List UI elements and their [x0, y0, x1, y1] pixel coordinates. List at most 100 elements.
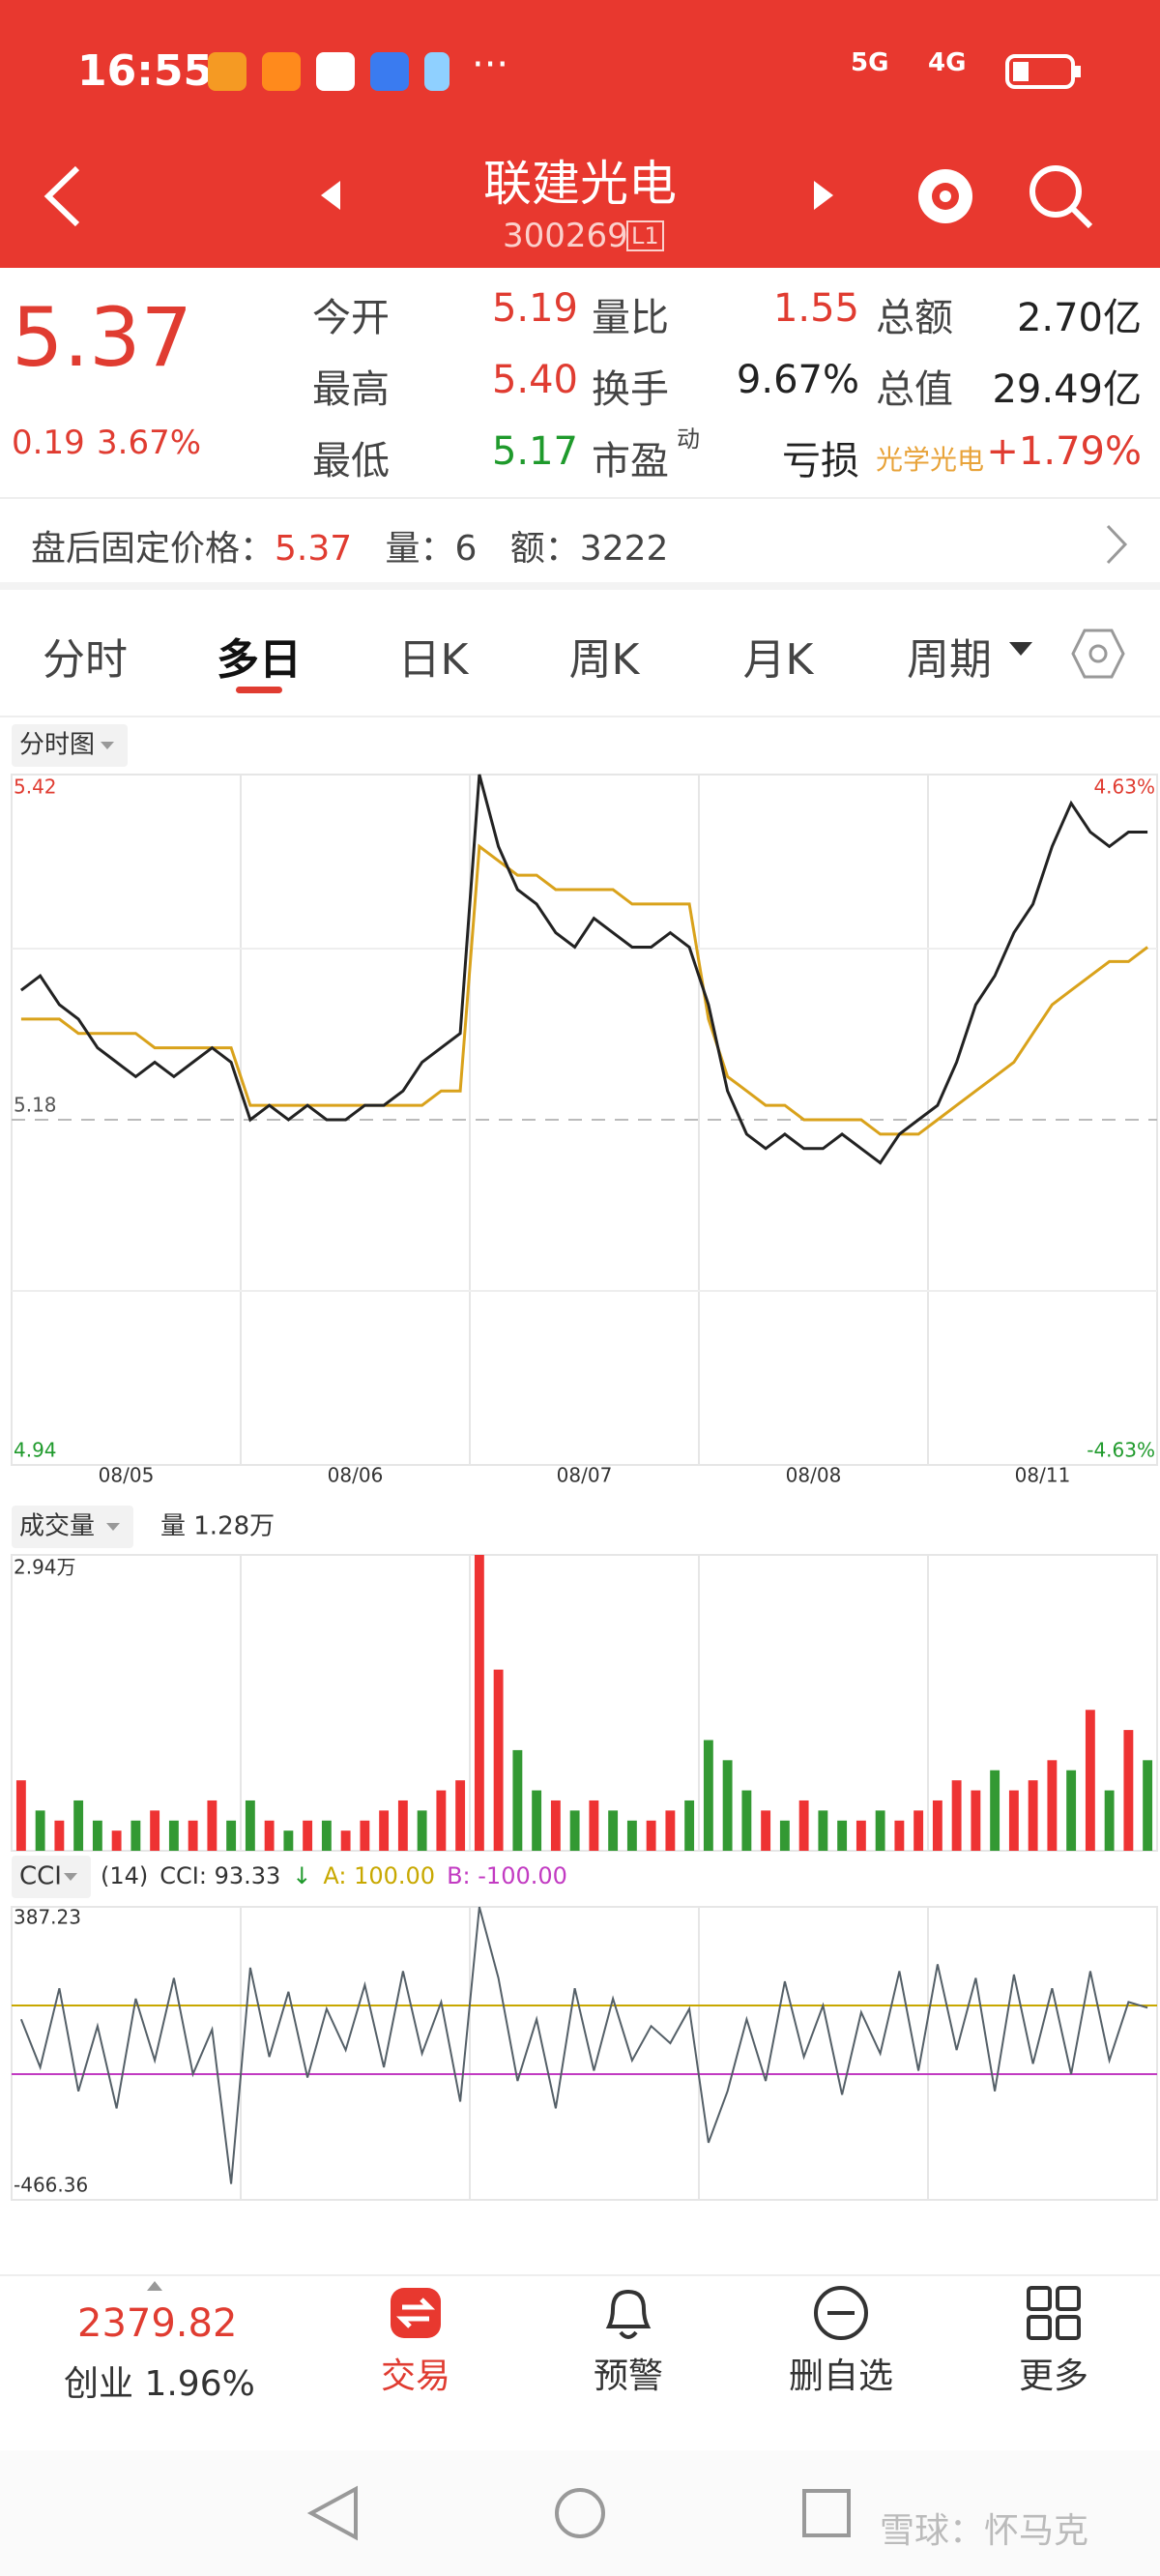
volume-bar: [436, 1790, 447, 1851]
quote-label: 光学光电: [876, 444, 985, 476]
volume-bar: [379, 1810, 390, 1851]
volume-bar: [951, 1780, 962, 1851]
y-tick-label: 387.23: [14, 1906, 81, 1929]
volume-bar: [646, 1820, 656, 1851]
chart-frame: [11, 1554, 1158, 1852]
price-line: [19, 774, 1148, 1165]
nav-icon[interactable]: [808, 2284, 874, 2348]
next-stock[interactable]: [812, 179, 835, 216]
volume-bar: [92, 1820, 102, 1851]
cci-header: (14): [101, 1862, 148, 1889]
quote-label: 量比: [592, 296, 669, 340]
tab[interactable]: 周期: [907, 635, 992, 685]
quote-value: 亏损: [782, 439, 859, 483]
nav-icon[interactable]: [1021, 2284, 1087, 2348]
tab[interactable]: 月K: [742, 635, 814, 685]
dropdown-arrow: [1009, 642, 1032, 656]
volume-bar: [532, 1790, 542, 1851]
volume-bar: [589, 1800, 599, 1851]
volume-bar: [914, 1810, 924, 1851]
volume-bar: [741, 1790, 752, 1851]
dropdown-bg: [12, 1506, 133, 1548]
bottom-nav: [0, 2274, 1160, 2452]
volume-bar: [321, 1820, 332, 1851]
volume-bar: [207, 1800, 218, 1851]
tab[interactable]: 日K: [397, 635, 469, 685]
quote-label: 总值: [876, 367, 953, 412]
volume-bar: [1085, 1710, 1095, 1851]
volume-bar: [1066, 1770, 1077, 1851]
volume-bar: [608, 1810, 619, 1851]
quote-label: 总额: [876, 296, 953, 340]
net-4g: 4G: [928, 48, 967, 77]
volume-bar: [703, 1740, 713, 1851]
stock-name: 联建光电: [483, 156, 677, 212]
y-tick-label: 2.94万: [14, 1556, 76, 1579]
system-bar: [0, 2450, 1160, 2576]
nav-label[interactable]: 删自选: [788, 2356, 893, 2396]
nav-label[interactable]: 更多: [1018, 2356, 1088, 2396]
y-tick-label: 5.18: [14, 1094, 57, 1117]
nav-icon[interactable]: [383, 2284, 449, 2348]
divider: [0, 716, 1160, 717]
volume-bar: [493, 1669, 504, 1851]
quote-value: 5.17: [491, 429, 578, 474]
avg-line: [20, 843, 1149, 1136]
tab[interactable]: 多日: [217, 635, 302, 685]
volume-bar: [1028, 1780, 1038, 1851]
volume-bar: [111, 1830, 122, 1851]
back-button[interactable]: [39, 164, 87, 232]
change-pct: 3.67%: [97, 424, 202, 462]
pct-label: 4.63%: [1093, 776, 1155, 799]
index-value: 2379.82: [77, 2301, 238, 2346]
after-hours[interactable]: 盘后固定价格：5.37 量：6 额：3222: [31, 520, 668, 571]
volume-bar: [1123, 1730, 1134, 1851]
volume-bar: [875, 1810, 885, 1851]
tab[interactable]: 周K: [568, 635, 640, 685]
chart-label: 分时图: [19, 731, 95, 760]
date-label: 08/06: [328, 1464, 384, 1487]
settings-icon[interactable]: [1071, 627, 1125, 685]
y-tick-label: 5.42: [14, 776, 57, 799]
battery: [1005, 54, 1083, 93]
volume-bar: [417, 1810, 427, 1851]
volume-bar: [397, 1800, 408, 1851]
volume-bar: [761, 1810, 771, 1851]
volume-bar: [188, 1820, 198, 1851]
volume-bar: [1104, 1790, 1115, 1851]
chart-label: 成交量: [19, 1512, 95, 1541]
volume-bar: [779, 1820, 790, 1851]
volume-bar: [360, 1820, 370, 1851]
volume-bar: [818, 1810, 828, 1851]
quote-value: 5.19: [491, 286, 578, 331]
dropdown-arrow: [64, 1873, 77, 1881]
chevron: [1102, 522, 1131, 571]
volume-bar: [971, 1790, 981, 1851]
volume-bar: [550, 1800, 561, 1851]
nav-icon[interactable]: [595, 2284, 661, 2348]
date-label: 08/07: [557, 1464, 613, 1487]
y-tick-label: -466.36: [14, 2174, 88, 2197]
nav-label[interactable]: 预警: [593, 2356, 663, 2396]
volume-bar: [569, 1810, 580, 1851]
last-price: 5.37: [12, 290, 193, 385]
tab-underline: [236, 687, 282, 693]
quote-label: 最低: [312, 439, 390, 483]
nav-label[interactable]: 交易: [380, 2356, 450, 2396]
volume-bar: [283, 1830, 294, 1851]
prev-stock[interactable]: [319, 179, 342, 216]
volume-bar: [73, 1800, 84, 1851]
ah-label: 盘后固定价格：: [31, 529, 276, 569]
y-tick-label: 4.94: [14, 1439, 57, 1462]
volume-bar: [665, 1810, 676, 1851]
volume-bar: [684, 1800, 695, 1851]
tab[interactable]: 分时: [43, 635, 128, 685]
volume-bar: [35, 1810, 45, 1851]
avatar[interactable]: [914, 160, 977, 231]
search-button[interactable]: [1027, 162, 1094, 234]
volume-bar: [54, 1820, 65, 1851]
quote-label: 最高: [312, 367, 390, 412]
quote-label: 换手: [592, 367, 669, 412]
volume-bar: [798, 1800, 809, 1851]
cci-header: CCI: 93.33: [160, 1862, 280, 1889]
